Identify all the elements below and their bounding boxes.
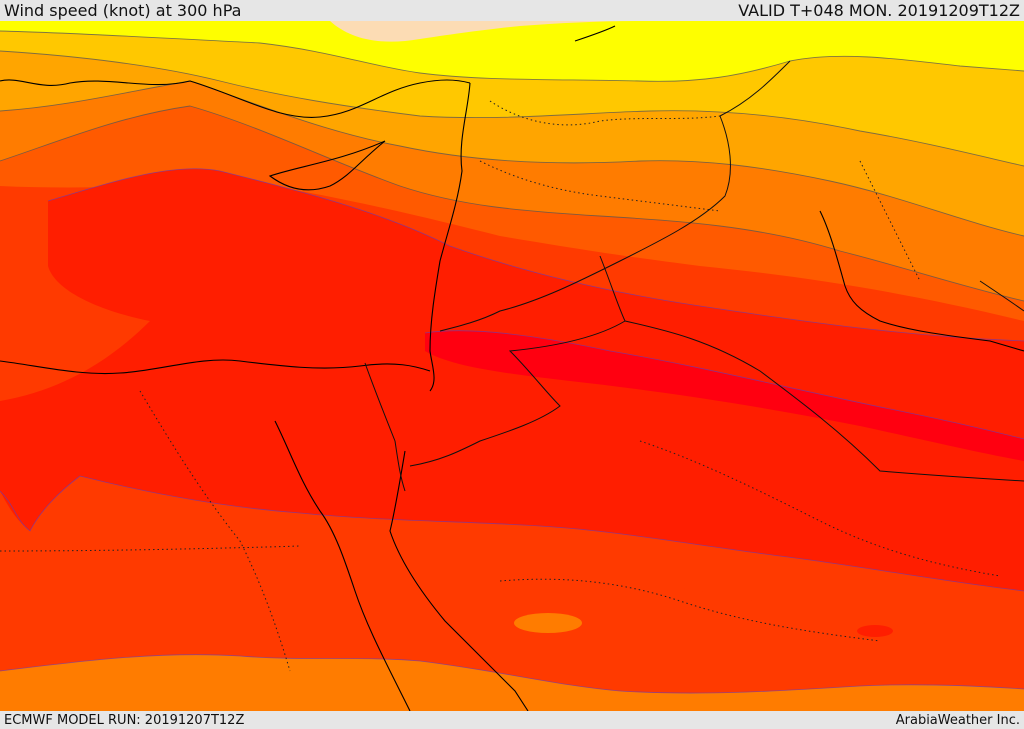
border [859, 160, 921, 282]
border [0, 545, 301, 552]
border [139, 390, 291, 672]
coastline-red-sea-east [389, 450, 529, 711]
contour-line [424, 330, 1024, 440]
coastline-mediterranean-north [0, 79, 471, 118]
border [719, 60, 791, 117]
country-borders [0, 100, 1001, 672]
coastline-persian-gulf [819, 210, 1024, 352]
map-title: Wind speed (knot) at 300 hPa [4, 1, 242, 20]
border [479, 160, 721, 212]
coastline-egypt-north [0, 359, 431, 375]
border [439, 115, 731, 332]
band-red [0, 168, 1024, 591]
patch-south-dark-orange [514, 613, 582, 633]
border [624, 320, 1024, 482]
border [364, 362, 406, 492]
contour-line [0, 654, 1024, 694]
contour-line [0, 50, 1024, 167]
coastline-red-sea-west [274, 420, 411, 711]
contour-line [47, 168, 1024, 342]
wind-speed-map [0, 21, 1024, 711]
contour-lines-purple [0, 168, 1024, 694]
contour-line [0, 475, 1024, 592]
footer-bar: ECMWF MODEL RUN: 20191207T12Z ArabiaWeat… [0, 711, 1024, 729]
border [409, 255, 626, 467]
coastline-caspian [574, 25, 616, 42]
valid-time: VALID T+048 MON. 20191209T12Z [738, 1, 1020, 20]
border [489, 100, 721, 126]
coastline-cyprus [268, 140, 386, 191]
coastlines [0, 25, 1024, 711]
model-run: ECMWF MODEL RUN: 20191207T12Z [4, 712, 245, 728]
band-deep-red [425, 330, 1024, 461]
country-borders-solid [364, 60, 1024, 492]
contour-line [0, 105, 1024, 302]
band-south-dark-orange [0, 654, 1024, 711]
patch-east-red [857, 625, 893, 637]
coastline-levant [429, 82, 471, 392]
header-bar: Wind speed (knot) at 300 hPa VALID T+048… [0, 0, 1024, 21]
credit: ArabiaWeather Inc. [895, 712, 1020, 728]
contour-line [0, 30, 1024, 82]
border [979, 280, 1024, 312]
